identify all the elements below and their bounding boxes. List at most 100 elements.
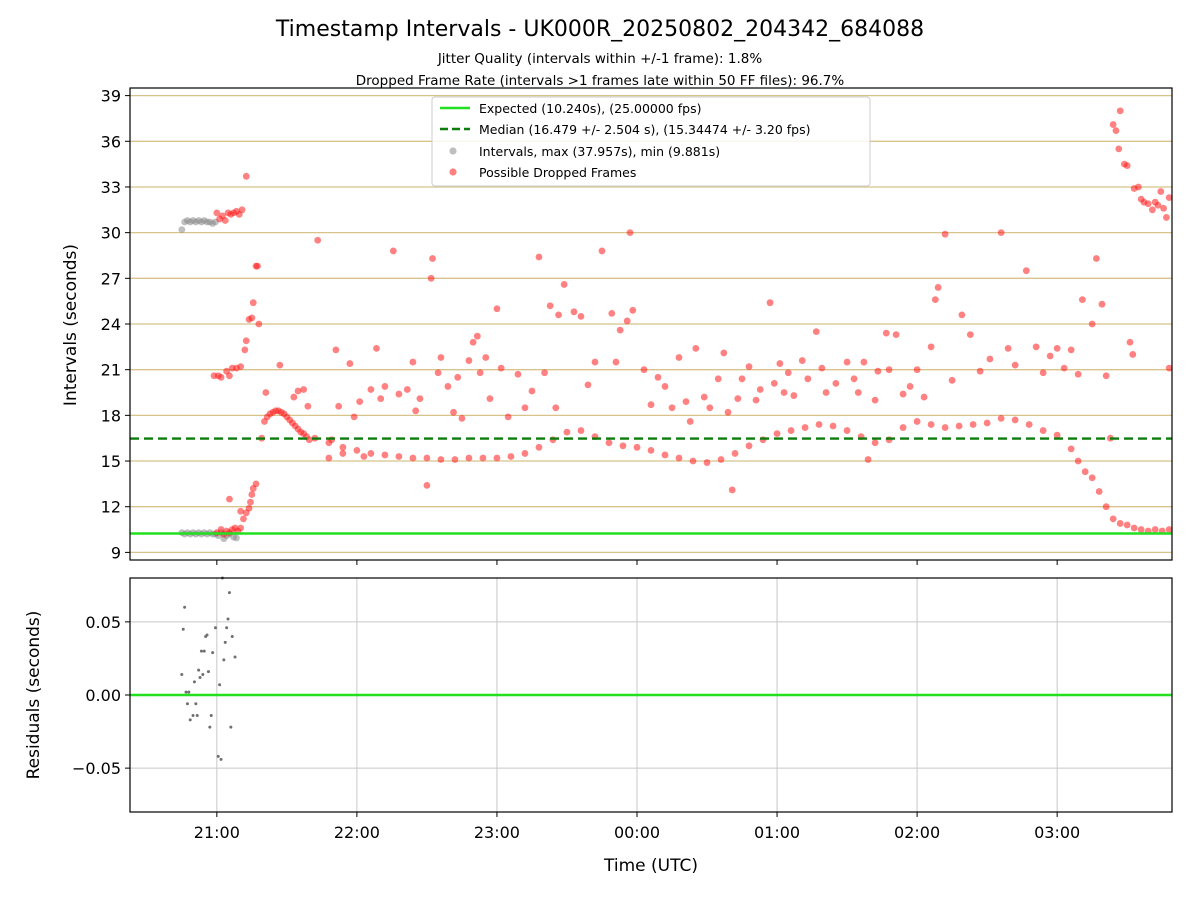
residual-point (195, 713, 199, 717)
residuals-plot-frame (129, 577, 1173, 813)
dropped-frame-point (395, 453, 403, 460)
dropped-frame-point (969, 421, 977, 428)
residual-point (192, 680, 196, 684)
x-tick-label: 22:00 (334, 823, 380, 842)
dropped-frame-point (801, 424, 809, 431)
dropped-frame-point (752, 396, 760, 404)
chart-subtitle-jitter: Jitter Quality (intervals within +/-1 fr… (437, 51, 763, 67)
residual-point (205, 633, 209, 637)
dropped-frame-point (934, 284, 942, 291)
dropped-frame-point (1148, 206, 1156, 214)
dropped-frame-point (1053, 431, 1061, 439)
dropped-frame-point (1151, 526, 1159, 533)
dropped-frame-point (1144, 200, 1152, 208)
dropped-frame-point (728, 486, 736, 494)
dropped-frame-point (473, 332, 481, 340)
dropped-frame-point (1102, 372, 1110, 380)
interval-point (233, 534, 240, 542)
dropped-frame-point (931, 296, 939, 304)
dropped-frame-point (955, 422, 963, 430)
dropped-frame-point (555, 311, 562, 319)
residual-point (222, 658, 226, 662)
dropped-frame-point (966, 331, 974, 339)
dropped-frame-point (465, 454, 473, 462)
dropped-frame-point (798, 357, 806, 364)
dropped-frame-point (885, 366, 893, 374)
residual-point (191, 713, 195, 717)
dropped-frame-point (997, 229, 1005, 237)
residual-point (198, 675, 202, 679)
dropped-frame-point (598, 247, 606, 255)
dropped-frame-point (1134, 183, 1142, 191)
dropped-frame-point (692, 344, 700, 352)
dropped-frame-point (731, 450, 739, 457)
dropped-frame-point (854, 389, 862, 396)
dropped-frame-point (535, 443, 543, 451)
dropped-frame-point (514, 370, 522, 378)
dropped-frame-point (871, 396, 879, 404)
residual-point (183, 605, 187, 609)
dropped-frame-point (640, 366, 648, 374)
dropped-frame-point (745, 442, 753, 450)
dropped-frame-point (226, 495, 233, 503)
dropped-frame-point (252, 480, 260, 488)
dropped-frame-point (367, 386, 375, 393)
dropped-frame-point (1092, 255, 1100, 262)
dropped-frame-point (948, 376, 956, 384)
dropped-frame-point (1074, 457, 1082, 465)
dropped-frame-point (450, 408, 457, 416)
dropped-frame-point (738, 375, 746, 383)
dropped-frame-point (1115, 145, 1123, 153)
intervals-plot-frame (129, 87, 1173, 561)
dropped-frame-point (1081, 468, 1089, 476)
dropped-frame-point (1053, 344, 1061, 352)
dropped-frame-point (541, 369, 548, 377)
dropped-frame-point (1022, 267, 1030, 275)
dropped-frame-point (560, 281, 568, 288)
dropped-frame-point (276, 361, 284, 369)
dropped-frame-point (745, 363, 753, 371)
dropped-frame-point (444, 383, 452, 390)
legend-intervals-swatch (449, 147, 457, 155)
residual-point (216, 754, 220, 758)
dropped-frame-point (356, 398, 364, 406)
dropped-frame-point (314, 236, 322, 244)
dropped-frame-point (423, 481, 431, 489)
dropped-frame-point (335, 402, 343, 410)
dropped-frame-point (892, 331, 900, 339)
dropped-frame-point (403, 386, 411, 393)
dropped-frame-point (612, 358, 620, 366)
dropped-frame-point (493, 454, 501, 462)
dropped-frame-point (325, 454, 333, 462)
dropped-frame-point (832, 379, 840, 387)
dropped-frame-point (305, 436, 313, 444)
residual-point (218, 683, 222, 687)
dropped-frame-point (360, 453, 368, 460)
dropped-frame-point (409, 454, 417, 462)
residual-point (230, 635, 234, 638)
legend: Expected (10.240s), (25.00000 fps) Media… (431, 96, 871, 187)
residuals-y-tick-label: 0.05 (85, 613, 121, 632)
intervals-y-tick-label: 36 (101, 132, 121, 151)
dropped-frame-point (682, 398, 690, 406)
dropped-frame-point (416, 395, 424, 403)
dropped-frame-point (927, 421, 935, 428)
dropped-frame-point (249, 299, 257, 307)
dropped-frame-point (1060, 364, 1068, 372)
dropped-frame-point (780, 389, 788, 396)
dropped-frame-point (1067, 346, 1075, 354)
residual-point (184, 690, 188, 694)
dropped-frame-point (577, 427, 585, 434)
dropped-frame-point (469, 338, 477, 346)
dropped-frame-point (608, 309, 616, 317)
residual-point (197, 668, 201, 672)
dropped-frame-point (913, 418, 921, 425)
residual-point (226, 617, 230, 621)
dropped-frame-point (1130, 524, 1138, 532)
dropped-frame-point (339, 450, 347, 457)
dropped-frame-point (339, 443, 347, 451)
dropped-frame-point (629, 306, 637, 314)
dropped-frame-point (409, 358, 417, 366)
dropped-frame-point (1116, 107, 1124, 115)
dropped-frame-point (864, 456, 872, 463)
